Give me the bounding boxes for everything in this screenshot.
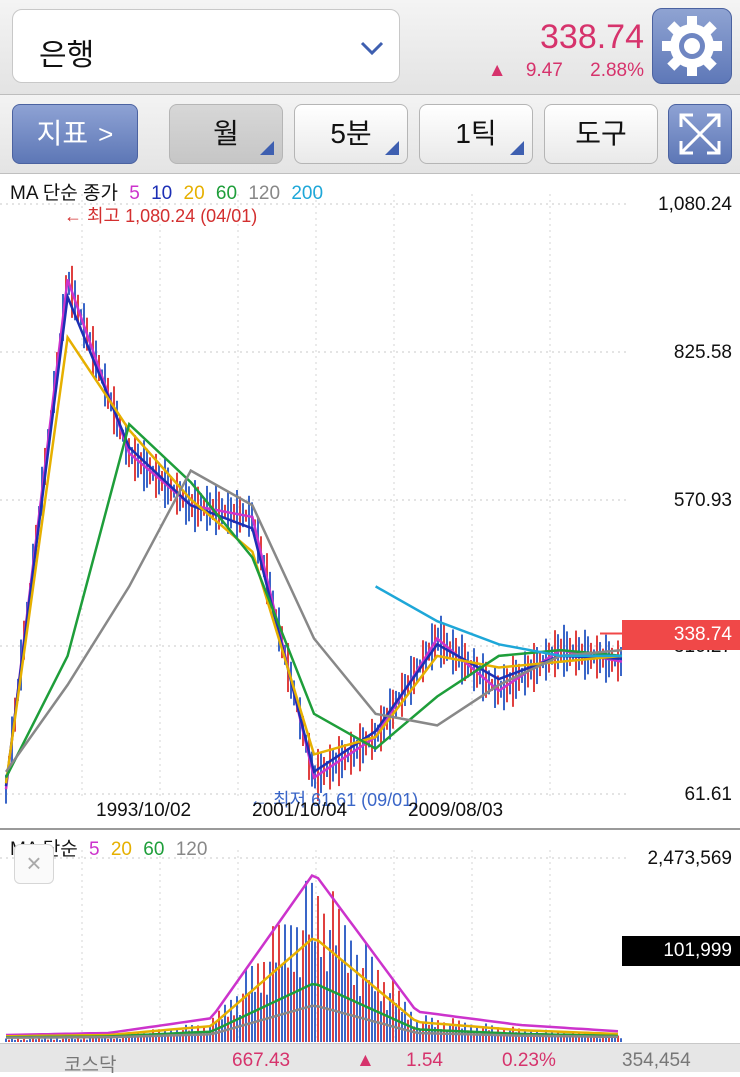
fullscreen-button[interactable]	[668, 104, 732, 164]
expand-icon	[679, 113, 721, 155]
legend-ma-120: 120	[248, 183, 281, 204]
y-tick-label: 1,080.24	[658, 194, 732, 215]
y-tick-label: 570.93	[673, 490, 732, 511]
legend-ma-10: 10	[151, 183, 173, 204]
market-change: 1.54	[406, 1050, 443, 1071]
symbol-selector[interactable]: 은행	[12, 9, 400, 83]
market-ticker[interactable]: 코스닥 667.43 ▲ 1.54 0.23% 354,454	[0, 1043, 740, 1076]
volume-ma-line-20	[5, 937, 619, 1038]
low-annotation: ← 최저 61.61 (09/01)	[250, 790, 419, 810]
dropdown-corner-icon	[260, 141, 274, 155]
legend-ma-60: 60	[215, 183, 238, 204]
interval-label: 5분	[330, 118, 372, 149]
ma-line-120	[4, 468, 623, 773]
tick-label: 1틱	[455, 118, 497, 149]
gear-icon	[662, 16, 722, 76]
price-change: ▲ 9.47 2.88%	[480, 60, 644, 82]
indicator-label: 지표	[36, 118, 89, 149]
change-percent: 2.88%	[590, 60, 644, 81]
chevron-down-icon	[360, 41, 384, 56]
interval-button[interactable]: 5분	[294, 104, 408, 164]
y-tick-label: 825.58	[673, 342, 732, 363]
header-bar: 은행 338.74 ▲ 9.47 2.88%	[0, 0, 740, 95]
high-annotation: ← 최고 1,080.24 (04/01)	[64, 206, 258, 226]
legend-ma-20: 20	[183, 183, 205, 204]
legend-vma-120: 120	[175, 839, 208, 860]
y-tick-label: 61.61	[684, 784, 732, 805]
tools-button[interactable]: 도구	[544, 104, 658, 164]
price-legend: MA 단순 종가 5 10 20 60 120 200	[10, 178, 323, 205]
market-change-pct: 0.23%	[502, 1050, 556, 1071]
market-volume: 354,454	[622, 1050, 691, 1071]
legend-ma-5: 5	[129, 183, 140, 204]
dropdown-corner-icon	[385, 141, 399, 155]
legend-vma-60: 60	[143, 839, 165, 860]
close-icon[interactable]: ×	[14, 844, 54, 884]
period-button[interactable]: 월	[169, 104, 283, 164]
period-label: 월	[213, 118, 239, 149]
volume-max-label: 2,473,569	[647, 848, 732, 869]
up-arrow-icon: ▲	[487, 60, 507, 81]
change-value: 9.47	[525, 60, 563, 81]
volume-ma-line-120	[5, 1004, 619, 1039]
ma-line-60	[4, 421, 623, 779]
volume-chart-canvas[interactable]	[0, 830, 740, 1045]
x-date-label: 2001/10/04	[252, 800, 348, 821]
chevron-right-icon: >	[98, 119, 114, 149]
up-arrow-icon: ▲	[356, 1050, 375, 1071]
volume-chart[interactable]: MA 단순 5 20 60 120 × 2,473,569 101,999	[0, 828, 740, 1045]
chart-toolbar: 지표 > 월 5분 1틱 도구	[0, 95, 740, 174]
dropdown-corner-icon	[510, 141, 524, 155]
price-chart-canvas[interactable]	[0, 174, 740, 828]
settings-button[interactable]	[652, 8, 732, 84]
market-name: 코스닥	[64, 1055, 117, 1076]
ma-line-200	[374, 585, 622, 658]
market-index: 667.43	[232, 1050, 291, 1071]
price-chart[interactable]: MA 단순 종가 5 10 20 60 120 200 ← 최고 1,080.2…	[0, 174, 740, 828]
legend-ma-200: 200	[291, 183, 324, 204]
volume-ma-line-5	[5, 874, 619, 1037]
indicator-button[interactable]: 지표 >	[12, 104, 138, 164]
ma-line-20	[4, 333, 623, 784]
legend-vma-20: 20	[110, 839, 132, 860]
tools-label: 도구	[575, 118, 627, 149]
legend-vma-5: 5	[88, 839, 100, 860]
current-price-tag: 338.74	[622, 620, 740, 650]
current-price: 338.74	[540, 18, 644, 56]
legend-prefix: MA 단순 종가	[10, 183, 118, 204]
current-volume-tag: 101,999	[622, 936, 740, 966]
x-date-label: 2009/08/03	[408, 800, 504, 821]
x-date-label: 1993/10/02	[96, 800, 192, 821]
tick-button[interactable]: 1틱	[419, 104, 533, 164]
symbol-name: 은행	[39, 39, 95, 72]
